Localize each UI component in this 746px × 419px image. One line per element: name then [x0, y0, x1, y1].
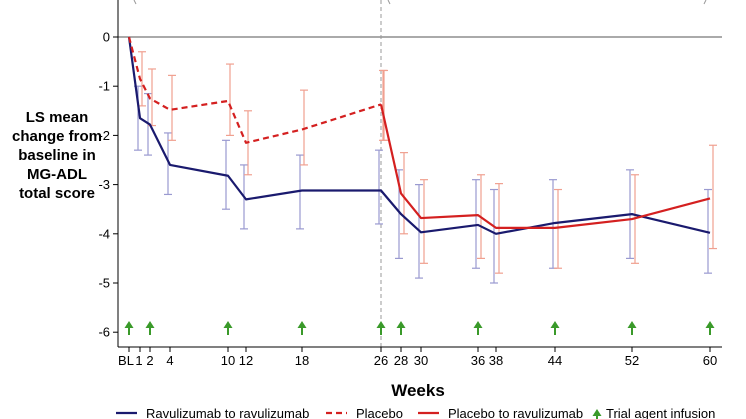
tick-labels: 0-1-2-3-4-5-6BL 1 2 4 10 12 18 26 28 30 36 38 44 52 60 [98, 30, 717, 369]
y-axis-label-line-5: total score [19, 185, 95, 202]
y-tick-label: 0 [103, 30, 110, 45]
legend-label-ravulizumab: Ravulizumab to ravulizumab [146, 406, 309, 419]
infusion-arrow-head [550, 321, 560, 328]
x-tick-label: 38 [489, 353, 503, 368]
x-tick-label: 30 [414, 353, 428, 368]
infusion-arrow-head [473, 321, 483, 328]
x-tick-label: 1 [135, 353, 142, 368]
x-tick-label: 2 [146, 353, 153, 368]
error-bars [134, 51, 717, 284]
infusion-arrow-head [705, 321, 715, 328]
series-lines [127, 36, 711, 235]
y-tick-label: -3 [98, 177, 110, 192]
x-tick-label: 44 [548, 353, 562, 368]
infusion-arrow [376, 321, 386, 335]
y-axis-label-line-2: change from [11, 128, 102, 145]
x-axis-title: Weeks [391, 381, 445, 400]
infusion-arrow [297, 321, 307, 335]
y-axis-label: LS mean change from baseline in MG-ADL t… [2, 108, 112, 203]
infusion-arrow [223, 321, 233, 335]
x-tick-label: 12 [239, 353, 253, 368]
legend-label-infusion: Trial agent infusion [606, 406, 715, 419]
axes [113, 0, 722, 352]
series-line-ravulizumab-to-ravulizumab [127, 36, 711, 235]
infusion-arrow [550, 321, 560, 335]
y-tick-label: -6 [98, 325, 110, 340]
legend: Ravulizumab to ravulizumab Placebo Placebo… [116, 406, 715, 419]
y-tick-label: -2 [98, 128, 110, 143]
legend-label-placebo: Placebo [356, 406, 403, 419]
x-tick-label: 18 [295, 353, 309, 368]
infusion-arrow-head [223, 321, 233, 328]
infusion-arrow-head [627, 321, 637, 328]
x-tick-label: BL [118, 353, 134, 368]
top-bracket-right [703, 0, 707, 5]
x-tick-label: 26 [374, 353, 388, 368]
y-axis-label-line-1: LS mean [25, 109, 89, 126]
infusion-arrow [145, 321, 155, 335]
infusion-markers [124, 321, 715, 335]
y-axis-label-line-3: baseline in [18, 147, 96, 164]
infusion-arrow [705, 321, 715, 335]
y-tick-label: -4 [98, 226, 110, 241]
infusion-arrow [627, 321, 637, 335]
x-tick-label: 60 [703, 353, 717, 368]
infusion-arrow-head [396, 321, 406, 328]
x-tick-label: 4 [166, 353, 173, 368]
series-line-placebo [127, 36, 382, 144]
legend-label-placebo-to-ravulizumab: Placebo to ravulizumab [448, 406, 583, 419]
x-tick-label: 28 [394, 353, 408, 368]
infusion-arrow [124, 321, 134, 335]
y-tick-label: -1 [98, 79, 110, 94]
y-tick-label: -5 [98, 276, 110, 291]
x-tick-label: 52 [625, 353, 639, 368]
infusion-arrow-head [592, 409, 602, 416]
series-line-placebo-to-ravulizumab [379, 104, 711, 229]
infusion-arrow-head [124, 321, 134, 328]
top-bracket-left [133, 0, 137, 5]
reference-lines [118, 0, 722, 347]
x-tick-label: 10 [221, 353, 235, 368]
x-tick-label: 36 [471, 353, 485, 368]
top-bracket-middle [387, 0, 391, 5]
infusion-arrow [473, 321, 483, 335]
legend-infusion-arrow-icon [592, 409, 602, 419]
infusion-arrow [396, 321, 406, 335]
infusion-arrow-head [297, 321, 307, 328]
infusion-arrow-head [376, 321, 386, 328]
y-axis-label-line-4: MG-ADL [27, 166, 87, 183]
infusion-arrow-head [145, 321, 155, 328]
